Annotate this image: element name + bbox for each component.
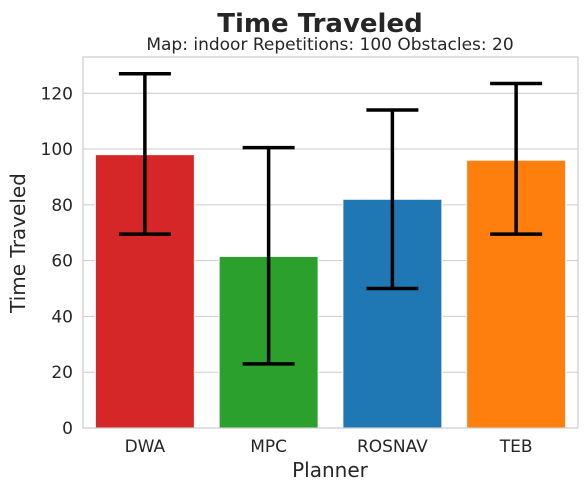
y-axis-label: Time Traveled <box>6 173 30 314</box>
chart-subtitle: Map: indoor Repetitions: 100 Obstacles: … <box>146 35 513 55</box>
y-tick-label: 40 <box>51 307 73 327</box>
y-tick-label: 100 <box>41 140 73 160</box>
x-tick-label: MPC <box>250 437 287 457</box>
x-tick-label: ROSNAV <box>357 437 428 457</box>
x-tick-label: TEB <box>499 437 533 457</box>
y-tick-label: 20 <box>51 363 73 383</box>
bars-layer <box>95 155 565 428</box>
y-tick-label: 0 <box>62 419 73 439</box>
x-tick-labels: DWA MPC ROSNAV TEB <box>125 437 533 457</box>
y-tick-label: 60 <box>51 252 73 272</box>
y-tick-label: 80 <box>51 196 73 216</box>
x-tick-label: DWA <box>125 437 166 457</box>
y-tick-labels: 0 20 40 60 80 100 120 <box>41 84 73 439</box>
y-tick-label: 120 <box>41 84 73 104</box>
x-axis-label: Planner <box>292 458 369 482</box>
